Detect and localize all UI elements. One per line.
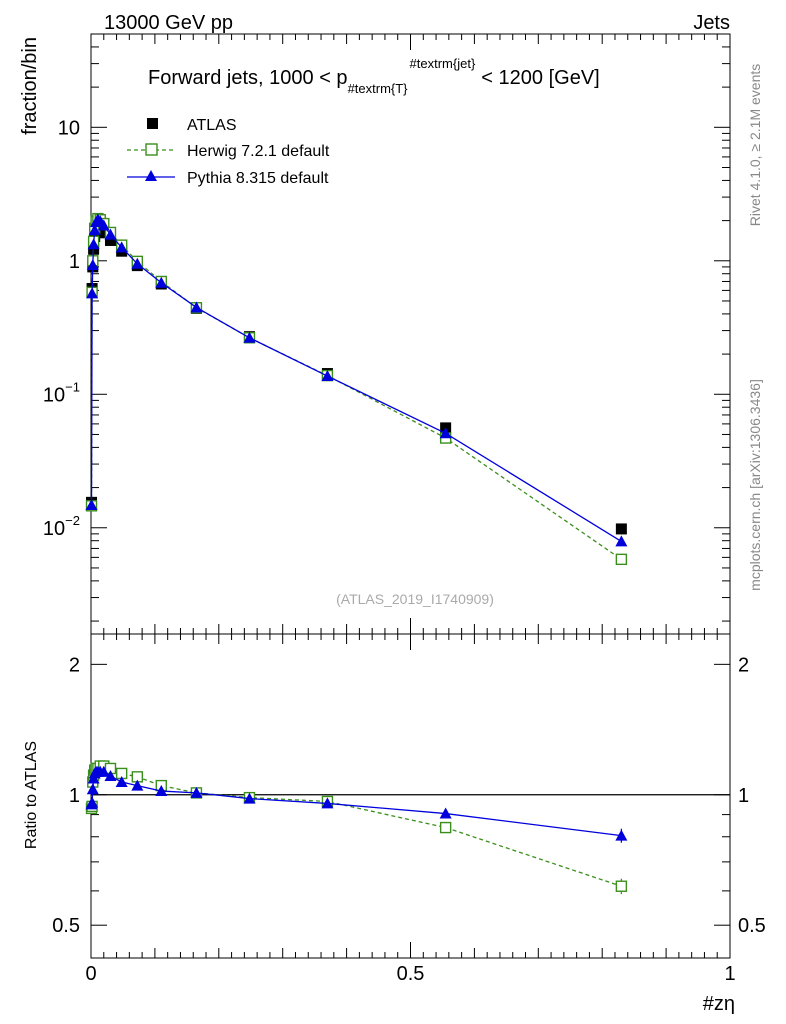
- legend-entry-pythia: Pythia 8.315 default: [127, 170, 329, 187]
- legend-label-pythia: Pythia 8.315 default: [187, 170, 329, 187]
- main-line-herwig: [90, 217, 622, 560]
- main-series-pythia: [85, 213, 628, 547]
- ratio-data: [85, 760, 628, 895]
- ratio-point-pythia: [115, 776, 128, 788]
- ratio-line-pythia: [90, 771, 622, 837]
- ratio-point-pythia: [86, 796, 99, 808]
- main-point-pythia: [86, 258, 99, 270]
- main-point-atlas: [104, 234, 116, 246]
- main-point-pythia: [88, 224, 101, 236]
- main-data: [85, 212, 628, 566]
- legend-marker-pythia: [145, 170, 157, 181]
- side-label-mcplots: mcplots.cern.ch [arXiv:1306.3436]: [747, 379, 763, 591]
- main-series-atlas: [86, 221, 627, 535]
- ratio-axis-ticks: 0.5 0.5 1 1 2 2 0 0.5 1: [52, 634, 766, 985]
- main-axis-ticks: 10−2 10−1 1 10: [43, 33, 731, 634]
- ratio-point-pythia: [97, 765, 110, 777]
- ratio-point-pythia: [439, 807, 452, 819]
- main-point-pythia: [439, 427, 452, 439]
- ratio-point-pythia: [615, 829, 628, 841]
- ratio-point-pythia: [86, 783, 99, 795]
- title-sub: #textrm{T}: [348, 81, 409, 96]
- main-point-pythia: [615, 535, 628, 547]
- side-label-rivet: Rivet 4.1.0, ≥ 2.1M events: [747, 64, 763, 227]
- x-tick-label: 0.5: [397, 963, 425, 985]
- ratio-y-tick-label: 1: [69, 785, 80, 807]
- ratio-point-pythia: [190, 786, 203, 798]
- main-point-pythia: [86, 287, 99, 299]
- main-y-tick-label: 1: [69, 251, 80, 273]
- ratio-point-pythia: [131, 779, 144, 791]
- ratio-panel-frame: [90, 633, 731, 959]
- main-point-pythia: [321, 370, 334, 382]
- main-point-herwig: [615, 553, 628, 566]
- x-tick-label: 1: [724, 963, 735, 985]
- analysis-watermark: (ATLAS_2019_I1740909): [336, 591, 494, 607]
- legend-entry-atlas: ATLAS: [147, 117, 237, 134]
- main-point-pythia: [115, 241, 128, 253]
- ratio-y-axis-title: Ratio to ATLAS: [23, 741, 40, 849]
- legend-marker-atlas: [147, 118, 158, 129]
- ratio-point-pythia: [243, 792, 256, 804]
- legend-entry-herwig: Herwig 7.2.1 default: [127, 143, 330, 160]
- main-y-tick-label: 10: [58, 117, 80, 139]
- main-point-pythia: [104, 228, 117, 240]
- main-y-axis-title: fraction/bin: [19, 37, 41, 135]
- ratio-y-tick-label: 2: [69, 654, 80, 676]
- legend-marker-herwig: [145, 143, 158, 156]
- ratio-point-pythia: [104, 769, 117, 781]
- ratio-y-tick-label: 0.5: [52, 915, 80, 937]
- ratio-y-tick-label-right: 1: [738, 785, 749, 807]
- main-point-pythia: [243, 331, 256, 343]
- x-tick-label: 0: [85, 963, 96, 985]
- main-point-pythia: [87, 238, 100, 250]
- svg-text:Forward jets, 1000 < p#textrm{: Forward jets, 1000 < p#textrm{T}#textrm{…: [148, 56, 600, 96]
- ratio-y-tick-label-right: 2: [738, 654, 749, 676]
- ratio-series-herwig: [85, 760, 628, 895]
- ratio-point-pythia: [155, 785, 168, 797]
- main-point-pythia: [190, 301, 203, 313]
- title-main: Forward jets, 1000 < p: [148, 67, 348, 89]
- main-point-pythia: [155, 276, 168, 288]
- title-post: < 1200 [GeV]: [481, 67, 599, 89]
- main-point-pythia: [85, 499, 98, 511]
- legend-label-herwig: Herwig 7.2.1 default: [187, 143, 330, 160]
- main-y-tick-label: 10−1: [43, 379, 80, 406]
- main-y-tick-label: 10−2: [43, 513, 80, 540]
- chart-title: Forward jets, 1000 < p#textrm{T}#textrm{…: [148, 56, 600, 96]
- main-point-pythia: [131, 257, 144, 269]
- ratio-point-herwig: [439, 821, 452, 834]
- main-point-atlas: [615, 523, 627, 535]
- ratio-point-pythia: [321, 797, 334, 809]
- title-sup: #textrm{jet}: [410, 56, 476, 71]
- header-right: Jets: [693, 12, 730, 34]
- ratio-point-herwig: [615, 880, 628, 892]
- main-point-atlas: [98, 227, 110, 239]
- main-point-pythia: [97, 219, 110, 231]
- main-line-pythia: [90, 218, 622, 542]
- legend: ATLAS Herwig 7.2.1 default Pythia 8.315 …: [127, 117, 330, 187]
- header-left: 13000 GeV pp: [104, 12, 233, 34]
- ratio-y-tick-label-right: 0.5: [738, 915, 766, 937]
- x-axis-title: #zη: [703, 993, 735, 1015]
- main-series-herwig: [85, 212, 628, 566]
- legend-label-atlas: ATLAS: [187, 117, 237, 134]
- ratio-series-pythia: [85, 765, 628, 843]
